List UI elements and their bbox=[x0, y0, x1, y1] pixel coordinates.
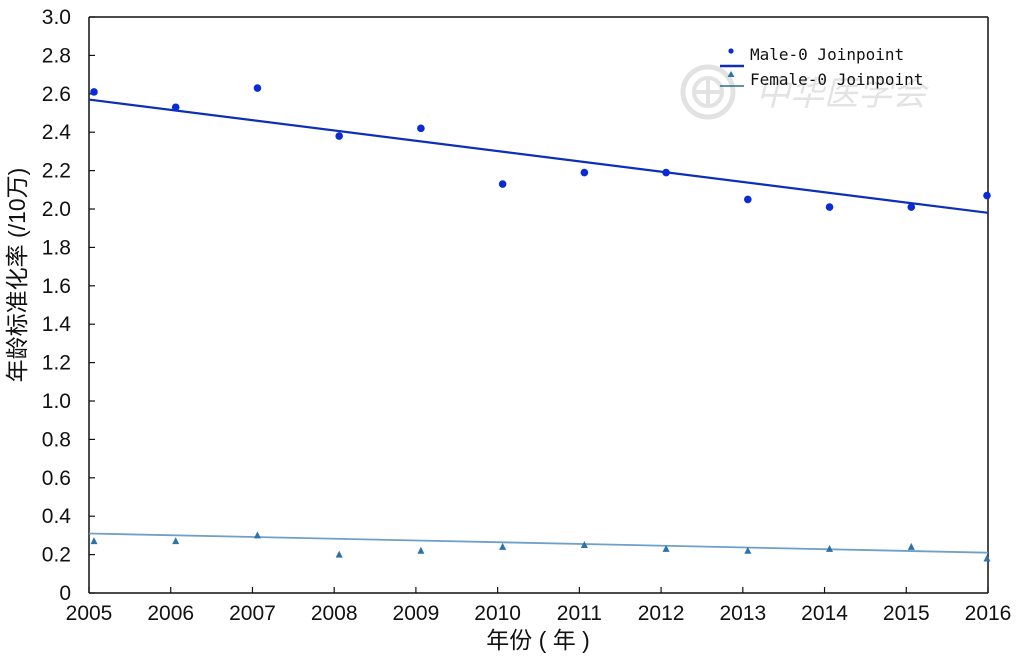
y-tick-label: 0.2 bbox=[42, 544, 71, 567]
legend-item-female: Female-0 Joinpoint bbox=[720, 70, 923, 89]
series-female bbox=[88, 531, 991, 562]
watermark-text: 中华医学会 bbox=[756, 74, 930, 114]
y-tick-label: 0.6 bbox=[42, 467, 71, 490]
x-tick-label: 2014 bbox=[801, 602, 848, 625]
y-tick-label: 1.0 bbox=[42, 390, 71, 413]
legend-label-female: Female-0 Joinpoint bbox=[750, 70, 923, 89]
data-point bbox=[171, 103, 180, 112]
x-tick-label: 2011 bbox=[557, 602, 602, 625]
legend: Male-0 Joinpoint Female-0 Joinpoint bbox=[720, 45, 923, 89]
data-point bbox=[907, 542, 915, 550]
y-axis-ticks: 0 0.2 0.4 0.6 0.8 1.0 1.2 1.4 1.6 1.8 2.0 2.2 2.4 2.6… bbox=[42, 6, 95, 605]
y-tick-label: 2.4 bbox=[42, 121, 72, 144]
y-tick-label: 2.6 bbox=[42, 83, 71, 106]
x-tick-label: 2007 bbox=[229, 602, 276, 625]
x-tick-label: 2008 bbox=[311, 602, 358, 625]
data-point bbox=[580, 541, 588, 548]
y-tick-label: 1.2 bbox=[42, 352, 71, 375]
x-axis-title: 年份 ( 年 ) bbox=[486, 627, 590, 653]
y-tick-label: 2.2 bbox=[42, 160, 71, 183]
data-point bbox=[253, 531, 261, 539]
data-point bbox=[90, 537, 98, 545]
data-point bbox=[907, 203, 916, 211]
x-tick-label: 2013 bbox=[719, 602, 766, 625]
fitted-line bbox=[88, 98, 989, 214]
data-point bbox=[253, 84, 262, 92]
data-point bbox=[744, 195, 752, 204]
y-tick-label: 2.0 bbox=[42, 198, 71, 221]
y-tick-label: 1.6 bbox=[42, 275, 71, 298]
legend-marker-male bbox=[728, 48, 734, 54]
y-tick-label: 1.8 bbox=[42, 236, 71, 259]
data-point bbox=[499, 542, 507, 550]
series-male bbox=[88, 84, 991, 214]
data-point bbox=[826, 544, 834, 552]
x-tick-label: 2012 bbox=[638, 602, 685, 625]
y-axis-title: 年龄标准化率 (/10万) bbox=[4, 168, 30, 383]
x-tick-label: 2016 bbox=[965, 602, 1012, 625]
x-tick-label: 2010 bbox=[474, 602, 521, 625]
legend-marker-female bbox=[727, 71, 735, 77]
legend-item-male: Male-0 Joinpoint bbox=[720, 45, 904, 68]
data-point bbox=[335, 550, 343, 558]
y-tick-label: 0 bbox=[59, 582, 71, 605]
data-point bbox=[172, 537, 180, 545]
x-axis-ticks: 2005 2006 2007 2008 2009 2010 2011 2012 2013 2014… bbox=[66, 587, 1012, 625]
data-point bbox=[983, 554, 991, 562]
y-tick-label: 3.0 bbox=[42, 6, 71, 29]
data-point bbox=[662, 168, 670, 177]
x-tick-label: 2009 bbox=[393, 602, 440, 625]
y-tick-label: 0.4 bbox=[42, 505, 72, 528]
fitted-line bbox=[88, 532, 989, 554]
y-tick-label: 2.8 bbox=[42, 44, 71, 67]
data-point bbox=[662, 544, 670, 552]
data-point bbox=[983, 191, 991, 200]
axes bbox=[88, 16, 989, 594]
data-point bbox=[580, 168, 589, 177]
data-point bbox=[417, 546, 425, 554]
data-point bbox=[335, 132, 343, 140]
y-tick-label: 1.4 bbox=[42, 313, 72, 336]
data-point bbox=[90, 88, 98, 96]
watermark: 中华医学会 bbox=[680, 64, 930, 120]
medical-association-seal-icon bbox=[680, 64, 736, 120]
x-tick-label: 2015 bbox=[883, 602, 930, 625]
data-point bbox=[417, 124, 425, 133]
legend-label-male: Male-0 Joinpoint bbox=[750, 45, 904, 64]
series-layer bbox=[88, 84, 991, 562]
data-point bbox=[744, 546, 752, 554]
data-point bbox=[825, 203, 834, 211]
y-tick-label: 0.8 bbox=[42, 428, 71, 451]
x-tick-label: 2006 bbox=[147, 602, 194, 625]
x-tick-label: 2005 bbox=[66, 602, 113, 625]
data-point bbox=[498, 180, 507, 188]
